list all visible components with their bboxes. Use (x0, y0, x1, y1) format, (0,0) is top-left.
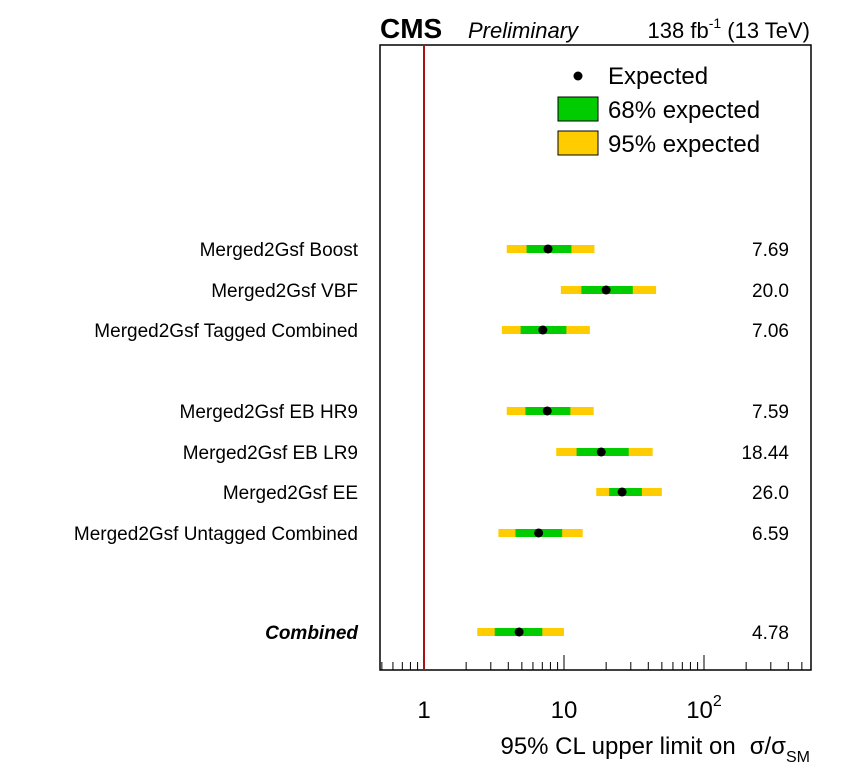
row-value: 26.0 (752, 483, 789, 504)
legend-expected-marker (573, 71, 583, 81)
row-value: 4.78 (752, 623, 789, 644)
legend-band68-swatch (557, 96, 599, 122)
limit-row: Merged2Gsf EB HR9 7.59 (180, 402, 789, 423)
row-label: Merged2Gsf EE (223, 483, 358, 504)
legend-band95-label: 95% expected (608, 131, 760, 158)
x-tick-label: 1 (417, 697, 430, 724)
x-axis-title-sigma: σ/σ (750, 733, 786, 760)
limit-row: Merged2Gsf Tagged Combined 7.06 (94, 321, 789, 342)
row-value: 20.0 (752, 281, 789, 302)
x-tick-label: 10 (551, 697, 578, 724)
limit-row: Merged2Gsf Boost 7.69 (200, 240, 789, 261)
row-label: Merged2Gsf VBF (211, 281, 358, 302)
lumi-value: 138 fb (648, 18, 709, 43)
row-value: 6.59 (752, 524, 789, 545)
legend-band95-swatch (557, 130, 599, 156)
x-tick-label: 102 (686, 693, 722, 724)
row-label: Merged2Gsf Untagged Combined (74, 524, 358, 545)
row-value: 7.59 (752, 402, 789, 423)
row-label: Merged2Gsf Tagged Combined (94, 321, 358, 342)
expected-marker (538, 325, 548, 335)
limit-row: Combined 4.78 (265, 623, 789, 644)
plot-frame (379, 44, 812, 671)
expected-marker (543, 244, 553, 254)
expected-marker (542, 406, 552, 416)
row-label: Merged2Gsf EB HR9 (180, 402, 358, 423)
row-label: Combined (265, 623, 358, 644)
row-value: 7.69 (752, 240, 789, 261)
x-axis-title-main: 95% CL upper limit on (500, 733, 735, 760)
lumi-exponent: -1 (709, 15, 722, 31)
limit-row: Merged2Gsf Untagged Combined 6.59 (74, 524, 789, 545)
legend-band68-label: 68% expected (608, 97, 760, 124)
limit-row: Merged2Gsf EE 26.0 (223, 483, 789, 504)
expected-marker (534, 528, 544, 538)
row-value: 7.06 (752, 321, 789, 342)
limit-row: Merged2Gsf EB LR9 18.44 (183, 443, 790, 464)
x-axis-title-sub: SM (786, 749, 810, 766)
lumi-label: 138 fb-1 (13 TeV) (648, 15, 810, 43)
x-axis: 1 10 102 (381, 655, 803, 724)
cms-label: CMS (380, 13, 442, 44)
legend-expected-label: Expected (608, 63, 708, 90)
limit-row: Merged2Gsf VBF 20.0 (211, 281, 789, 302)
x-axis-title: 95% CL upper limit on σ/σSM (500, 733, 810, 766)
legend: Expected 68% expected 95% expected (557, 63, 760, 158)
row-label: Merged2Gsf EB LR9 (183, 443, 358, 464)
expected-marker (601, 285, 611, 295)
expected-marker (596, 447, 606, 457)
preliminary-label: Preliminary (468, 18, 580, 43)
row-label: Merged2Gsf Boost (200, 240, 359, 261)
row-value: 18.44 (741, 443, 789, 464)
expected-marker (617, 487, 627, 497)
expected-marker (514, 627, 524, 637)
lumi-energy: (13 TeV) (721, 18, 810, 43)
